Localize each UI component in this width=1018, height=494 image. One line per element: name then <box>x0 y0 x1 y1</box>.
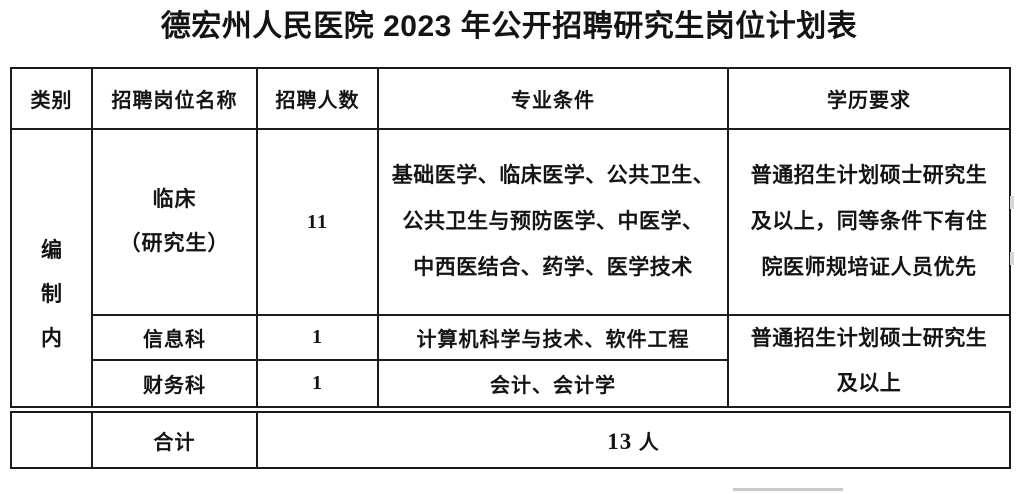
majors-line: 中西医结合、药学、医学技术 <box>413 256 693 279</box>
education-line: 及以上 <box>836 372 902 395</box>
scan-artifact-line <box>733 488 843 491</box>
header-major-requirements: 专业条件 <box>377 67 729 130</box>
cell-education-clinical: 普通招生计划硕士研究生 及以上，同等条件下有住 院医师规培证人员优先 <box>727 128 1011 316</box>
education-line: 院医师规培证人员优先 <box>761 256 977 279</box>
cell-majors-clinical: 基础医学、临床医学、公共卫生、 公共卫生与预防医学、中医学、 中西医结合、药学、… <box>377 128 729 316</box>
total-value: 13 人 <box>256 406 1011 469</box>
cell-majors-information: 计算机科学与技术、软件工程 <box>377 314 729 361</box>
scan-artifact-mark <box>1010 196 1014 209</box>
cell-count-information: 1 <box>256 314 379 361</box>
header-position-name: 招聘岗位名称 <box>91 67 258 130</box>
table-row-finance: 财务科 1 会计、会计学 <box>11 359 1010 411</box>
table-header-row: 类别 招聘岗位名称 招聘人数 专业条件 学历要求 <box>10 67 1011 130</box>
total-count: 13 <box>607 428 633 454</box>
page-title: 德宏州人民医院 2023 年公开招聘研究生岗位计划表 <box>160 10 858 43</box>
education-line: 普通招生计划硕士研究生 <box>750 327 988 350</box>
cell-count-finance: 1 <box>256 359 379 411</box>
category-label: 编制内 <box>41 239 62 350</box>
header-headcount: 招聘人数 <box>256 67 379 130</box>
total-unit: 人 <box>638 431 660 454</box>
position-line: （研究生） <box>119 232 230 255</box>
cell-category: 编制内 <box>10 128 93 411</box>
education-line: 普通招生计划硕士研究生 <box>750 164 988 187</box>
cell-position-clinical: 临床 （研究生） <box>91 128 258 316</box>
table-row-information: 信息科 1 计算机科学与技术、软件工程 普通招生计划硕士研究生 及以上 <box>11 314 1011 411</box>
cell-count-clinical: 11 <box>256 128 379 316</box>
scan-artifact-mark <box>1010 252 1014 265</box>
position-line: 临床 <box>152 188 197 211</box>
table-row-total: 合计 13 人 <box>10 406 1011 469</box>
majors-line: 基础医学、临床医学、公共卫生、 <box>391 164 715 187</box>
cell-position-finance: 财务科 <box>91 359 258 411</box>
cell-position-information: 信息科 <box>91 314 258 361</box>
header-category: 类别 <box>10 67 93 130</box>
table-row-clinical: 编制内 临床 （研究生） 11 基础医学、临床医学、公共卫生、 公共卫生与预防医… <box>10 128 1011 411</box>
majors-line: 公共卫生与预防医学、中医学、 <box>402 210 704 233</box>
header-education-requirements: 学历要求 <box>727 67 1011 130</box>
total-label: 合计 <box>91 406 258 469</box>
cell-education-shared: 普通招生计划硕士研究生 及以上 <box>727 314 1011 411</box>
education-line: 及以上，同等条件下有住 <box>750 210 988 233</box>
recruitment-plan-table: 类别 招聘岗位名称 招聘人数 专业条件 学历要求 编制内 临床 （研究生） 11… <box>10 67 1011 469</box>
cell-total-category-empty <box>10 406 93 469</box>
cell-majors-finance: 会计、会计学 <box>377 359 729 411</box>
